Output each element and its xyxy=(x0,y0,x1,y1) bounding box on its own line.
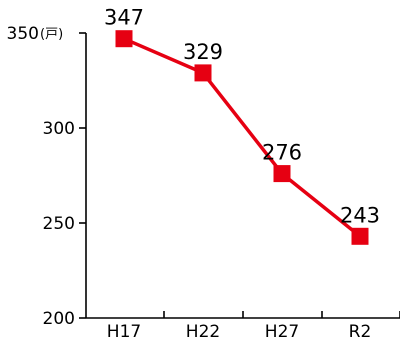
x-tick-label: H22 xyxy=(186,322,220,342)
x-tick-label: R2 xyxy=(349,322,372,342)
data-value-label: 329 xyxy=(183,40,223,64)
data-point-marker xyxy=(194,64,212,82)
data-point-marker xyxy=(351,227,369,245)
data-value-label: 243 xyxy=(340,203,380,227)
series-line xyxy=(123,37,362,238)
y-tick-label: 250 xyxy=(43,214,75,234)
y-tick-label: 200 xyxy=(43,309,75,329)
x-tick-label: H27 xyxy=(265,322,299,342)
data-value-label: 347 xyxy=(104,6,144,30)
data-value-label: 276 xyxy=(262,141,302,165)
y-tick-label: 350 xyxy=(7,24,39,44)
chart-axes xyxy=(85,33,400,319)
data-labels-group: 347 329 276 243 xyxy=(104,6,380,228)
x-axis-ticks: H17 H22 H27 R2 xyxy=(107,311,400,342)
data-point-marker xyxy=(115,30,133,48)
data-point-marker xyxy=(273,165,291,183)
y-tick-label: 300 xyxy=(43,119,75,139)
series-group xyxy=(115,30,369,245)
y-axis-unit-label: (戸) xyxy=(40,27,63,42)
x-tick-label: H17 xyxy=(107,322,141,342)
y-axis-ticks: 200 250 300 350 xyxy=(7,24,86,329)
